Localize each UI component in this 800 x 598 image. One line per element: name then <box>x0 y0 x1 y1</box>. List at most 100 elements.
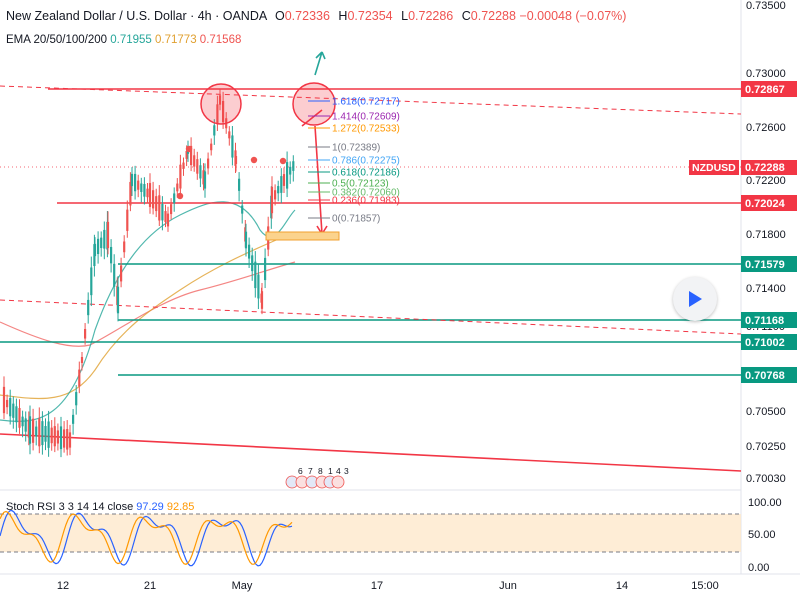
candle-body <box>56 430 59 444</box>
candle-body <box>170 204 173 215</box>
candle-body <box>222 101 225 123</box>
fib-level-label: 0.382(0.72060) <box>332 188 400 199</box>
x-tick-label: 15:00 <box>691 580 719 592</box>
event-label: 1 <box>328 466 333 476</box>
symbol-tag <box>689 160 739 175</box>
candle-body <box>292 161 295 171</box>
candle-body <box>113 263 116 287</box>
candle-body <box>213 125 216 136</box>
up-arrow-icon[interactable] <box>314 51 326 76</box>
candle-body <box>80 356 84 364</box>
candle-body <box>18 407 21 428</box>
ema-label: EMA 20/50/100/200 <box>6 34 108 46</box>
level-price-tag <box>741 256 797 272</box>
candle-body <box>173 193 176 204</box>
candle-body <box>78 369 81 387</box>
candle-body <box>38 418 41 447</box>
down-arrow-icon[interactable] <box>301 109 328 235</box>
candle-body <box>120 265 123 282</box>
candle-body <box>257 274 260 299</box>
low-value: 0.72286 <box>408 9 454 23</box>
dashed-support-line[interactable] <box>0 299 742 335</box>
level-price-tag <box>741 334 797 350</box>
stoch-label: Stoch RSI 3 3 14 14 close <box>6 501 134 513</box>
fib-level-label: 0(0.71857) <box>332 214 380 225</box>
candle-body <box>196 159 199 174</box>
candle-body <box>12 403 15 418</box>
pivot-dot <box>250 156 258 164</box>
highlight-circle[interactable] <box>292 82 336 126</box>
candle-body <box>6 399 9 408</box>
candle-body <box>161 204 164 221</box>
candle-body <box>182 162 185 169</box>
candle-body <box>66 429 69 450</box>
candle-body <box>274 190 277 200</box>
symbol-title: New Zealand Dollar / U.S. Dollar · 4h · … <box>6 9 267 23</box>
candle-body <box>90 267 93 296</box>
candle-body <box>231 135 234 158</box>
candle-body <box>146 188 149 198</box>
candle-body <box>190 145 193 166</box>
low-label: L <box>401 9 409 23</box>
candle-body <box>202 170 205 185</box>
candle-body <box>251 255 254 272</box>
candle-body <box>282 174 286 186</box>
candle-body <box>2 386 6 414</box>
stoch-legend[interactable]: Stoch RSI 3 3 14 14 close 97.29 92.85 <box>6 501 194 513</box>
stoch-d-value: 92.85 <box>166 501 195 513</box>
level-price-label: 0.72024 <box>745 198 786 210</box>
candle-body <box>50 427 53 444</box>
candle-body <box>140 183 143 193</box>
open-label: O <box>275 9 285 23</box>
event-label: 3 <box>344 466 349 476</box>
candle-body <box>244 231 248 249</box>
x-tick-label: 21 <box>144 580 156 592</box>
close-value: 0.72288 <box>470 9 516 23</box>
play-button[interactable] <box>673 277 717 321</box>
candle-body <box>207 158 210 169</box>
x-tick-label: 12 <box>57 580 69 592</box>
candle-body <box>68 432 72 448</box>
level-price-tag <box>741 367 797 383</box>
target-box[interactable] <box>265 231 340 241</box>
level-price-tag <box>741 81 797 97</box>
candle-body <box>155 196 158 212</box>
ema-legend[interactable]: EMA 20/50/100/200 0.71955 0.71773 0.7156… <box>6 34 241 46</box>
event-icon[interactable] <box>331 475 345 489</box>
candle-body <box>228 131 231 139</box>
candle-body <box>87 299 90 316</box>
candle-body <box>59 426 63 450</box>
candle-body <box>193 155 196 167</box>
candle-body <box>234 156 238 164</box>
candle-body <box>35 426 38 437</box>
y-tick-label: 0.71400 <box>746 283 786 295</box>
candle-body <box>164 211 167 223</box>
candle-body <box>84 328 87 339</box>
candle-body <box>152 190 155 209</box>
stoch-d-line <box>0 510 293 565</box>
current-price-label: 0.72288 <box>745 162 785 174</box>
candle-body <box>24 418 27 432</box>
candle-body <box>97 238 100 255</box>
level-price-label: 0.71579 <box>745 259 785 271</box>
candle-body <box>203 171 207 189</box>
event-label: 4 <box>336 466 341 476</box>
y-tick-label: 0.70500 <box>746 406 786 418</box>
ema-100-value: 0.71568 <box>199 34 242 46</box>
y-tick-label: 0.70030 <box>746 473 786 485</box>
x-tick-label: May <box>232 580 253 592</box>
candle-body <box>123 241 126 253</box>
trend-line[interactable] <box>0 433 742 472</box>
x-tick-label: 14 <box>616 580 628 592</box>
fib-level-label: 1.272(0.72533) <box>332 124 400 135</box>
highlight-circle[interactable] <box>200 83 242 125</box>
level-price-tag <box>741 312 797 328</box>
candle-body <box>199 165 202 179</box>
stoch-k-line <box>0 509 293 567</box>
candle-body <box>28 416 32 444</box>
candle-body <box>210 143 213 151</box>
pivot-dot <box>185 145 193 153</box>
dashed-resistance-line[interactable] <box>0 85 742 115</box>
candle-body <box>21 416 24 427</box>
